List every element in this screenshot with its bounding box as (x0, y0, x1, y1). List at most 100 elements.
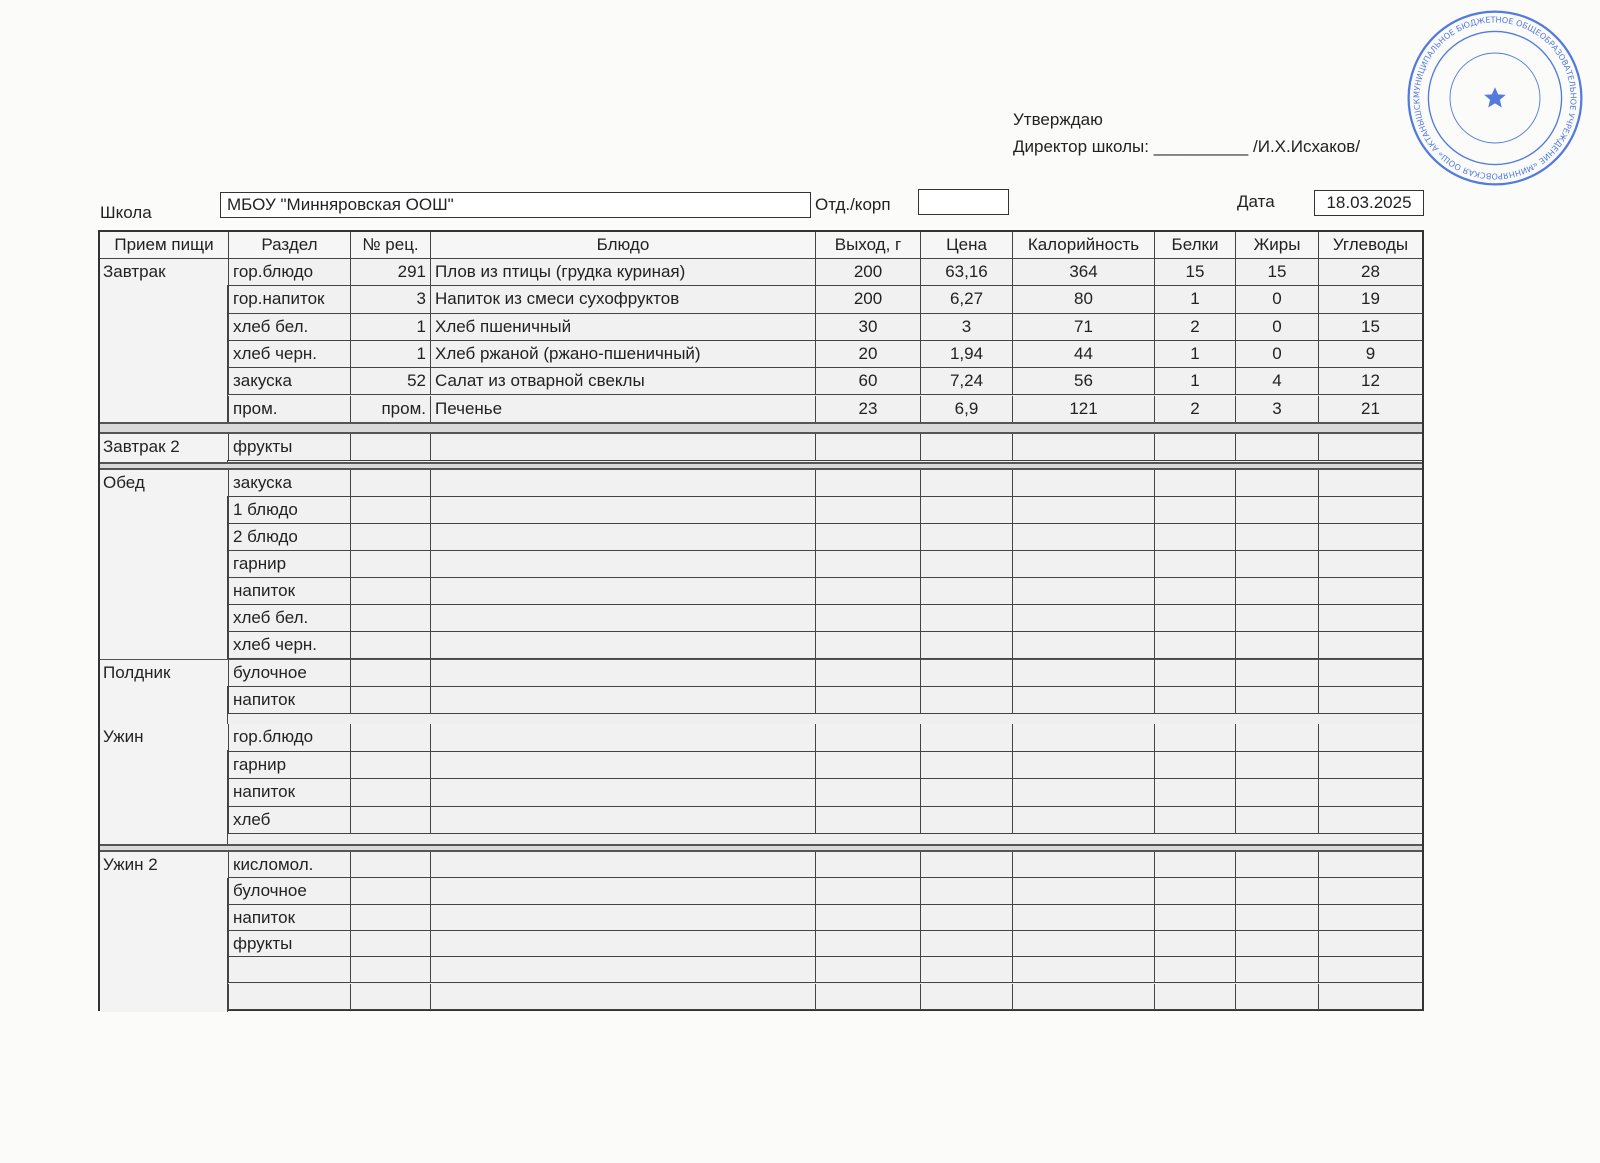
cell-protein[interactable] (1154, 524, 1235, 550)
cell-kcal[interactable] (1012, 779, 1154, 806)
cell-carbs[interactable] (1318, 904, 1422, 930)
cell-yield[interactable] (815, 751, 920, 778)
cell-protein[interactable] (1154, 434, 1235, 460)
cell-dish[interactable] (430, 957, 815, 983)
cell-section[interactable]: 2 блюдо (228, 524, 350, 550)
cell-section[interactable]: булочное (228, 878, 350, 904)
cell-kcal[interactable] (1012, 930, 1154, 957)
cell-yield[interactable] (815, 806, 920, 833)
cell-recipe[interactable]: 52 (350, 368, 430, 395)
cell-dish[interactable] (430, 605, 815, 631)
cell-recipe[interactable] (350, 660, 430, 686)
cell-fat[interactable] (1235, 806, 1318, 833)
cell-fat[interactable] (1235, 751, 1318, 778)
cell-price[interactable] (920, 983, 1012, 1009)
cell-price[interactable] (920, 687, 1012, 713)
cell-dish[interactable] (430, 751, 815, 778)
cell-dish[interactable]: Хлеб ржаной (ржано-пшеничный) (430, 340, 815, 368)
cell-protein[interactable]: 2 (1154, 395, 1235, 422)
cell-recipe[interactable] (350, 930, 430, 957)
cell-section[interactable] (228, 957, 350, 983)
cell-carbs[interactable]: 21 (1318, 395, 1422, 422)
cell-section[interactable]: напиток (228, 904, 350, 930)
cell-protein[interactable]: 1 (1154, 340, 1235, 368)
cell-price[interactable] (920, 878, 1012, 904)
cell-dish[interactable]: Напиток из смеси сухофруктов (430, 286, 815, 313)
cell-recipe[interactable] (350, 904, 430, 930)
cell-dish[interactable] (430, 660, 815, 686)
cell-carbs[interactable] (1318, 605, 1422, 631)
cell-carbs[interactable] (1318, 524, 1422, 550)
cell-recipe[interactable]: пром. (350, 395, 430, 422)
cell-price[interactable]: 63,16 (920, 259, 1012, 286)
cell-carbs[interactable] (1318, 724, 1422, 751)
date-field[interactable]: 18.03.2025 (1314, 190, 1424, 216)
cell-yield[interactable] (815, 687, 920, 713)
cell-kcal[interactable]: 56 (1012, 368, 1154, 395)
cell-yield[interactable] (815, 779, 920, 806)
cell-section[interactable]: гор.напиток (228, 286, 350, 313)
cell-yield[interactable] (815, 983, 920, 1009)
cell-yield[interactable] (815, 524, 920, 550)
cell-section[interactable]: напиток (228, 687, 350, 713)
cell-carbs[interactable] (1318, 470, 1422, 496)
cell-fat[interactable] (1235, 779, 1318, 806)
cell-carbs[interactable]: 19 (1318, 286, 1422, 313)
cell-kcal[interactable]: 44 (1012, 340, 1154, 368)
cell-carbs[interactable]: 9 (1318, 340, 1422, 368)
cell-yield[interactable] (815, 434, 920, 460)
cell-recipe[interactable] (350, 724, 430, 751)
cell-recipe[interactable]: 1 (350, 340, 430, 368)
cell-section[interactable] (228, 983, 350, 1009)
cell-protein[interactable] (1154, 605, 1235, 631)
cell-section[interactable]: закуска (228, 470, 350, 496)
cell-fat[interactable] (1235, 632, 1318, 658)
cell-section[interactable]: напиток (228, 779, 350, 806)
cell-fat[interactable]: 15 (1235, 259, 1318, 286)
cell-fat[interactable] (1235, 930, 1318, 957)
cell-dish[interactable] (430, 852, 815, 878)
cell-dish[interactable]: Плов из птицы (грудка куриная) (430, 259, 815, 286)
cell-price[interactable] (920, 578, 1012, 604)
cell-yield[interactable]: 60 (815, 368, 920, 395)
cell-yield[interactable] (815, 632, 920, 658)
cell-fat[interactable] (1235, 983, 1318, 1009)
cell-recipe[interactable] (350, 751, 430, 778)
cell-protein[interactable] (1154, 632, 1235, 658)
dept-field[interactable] (918, 189, 1009, 215)
cell-price[interactable] (920, 605, 1012, 631)
cell-recipe[interactable] (350, 878, 430, 904)
cell-carbs[interactable] (1318, 983, 1422, 1009)
cell-recipe[interactable]: 291 (350, 259, 430, 286)
cell-yield[interactable]: 200 (815, 286, 920, 313)
cell-protein[interactable] (1154, 806, 1235, 833)
cell-section[interactable]: хлеб черн. (228, 340, 350, 368)
cell-kcal[interactable] (1012, 957, 1154, 983)
cell-protein[interactable] (1154, 852, 1235, 878)
cell-carbs[interactable] (1318, 632, 1422, 658)
cell-dish[interactable] (430, 983, 815, 1009)
cell-carbs[interactable] (1318, 957, 1422, 983)
cell-dish[interactable] (430, 687, 815, 713)
cell-fat[interactable] (1235, 878, 1318, 904)
cell-fat[interactable] (1235, 660, 1318, 686)
cell-recipe[interactable] (350, 687, 430, 713)
cell-kcal[interactable]: 80 (1012, 286, 1154, 313)
cell-price[interactable] (920, 852, 1012, 878)
cell-fat[interactable] (1235, 904, 1318, 930)
cell-kcal[interactable] (1012, 852, 1154, 878)
cell-carbs[interactable]: 12 (1318, 368, 1422, 395)
cell-price[interactable] (920, 660, 1012, 686)
cell-recipe[interactable]: 1 (350, 313, 430, 340)
cell-carbs[interactable] (1318, 497, 1422, 523)
cell-price[interactable] (920, 470, 1012, 496)
cell-dish[interactable] (430, 904, 815, 930)
cell-dish[interactable] (430, 806, 815, 833)
cell-price[interactable]: 7,24 (920, 368, 1012, 395)
cell-fat[interactable] (1235, 434, 1318, 460)
cell-fat[interactable] (1235, 524, 1318, 550)
cell-yield[interactable] (815, 904, 920, 930)
cell-yield[interactable] (815, 605, 920, 631)
cell-kcal[interactable] (1012, 878, 1154, 904)
cell-kcal[interactable] (1012, 806, 1154, 833)
